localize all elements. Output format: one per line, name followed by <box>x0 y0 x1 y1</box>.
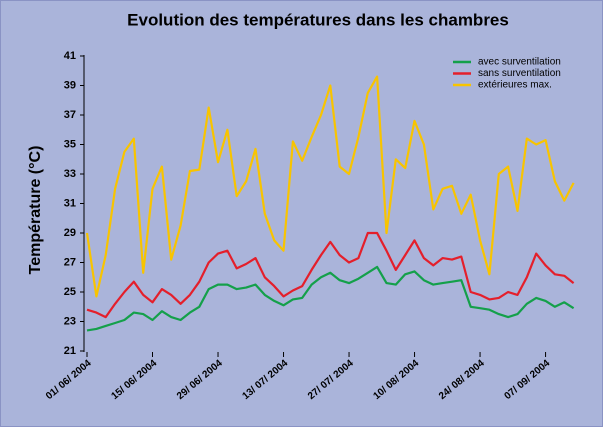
y-tick-label: 21 <box>64 345 76 357</box>
y-tick-label: 33 <box>64 168 76 180</box>
y-tick-label: 39 <box>64 79 76 91</box>
y-axis-label: Température (°C) <box>27 146 44 275</box>
legend-label: extérieures max. <box>478 80 552 91</box>
y-tick-label: 35 <box>64 138 76 150</box>
data-line <box>86 231 575 319</box>
y-tick-label: 25 <box>64 286 76 298</box>
y-tick-label: 23 <box>64 315 76 327</box>
data-line <box>85 75 575 298</box>
y-tick-label: 37 <box>64 109 76 121</box>
data-line <box>86 265 575 332</box>
y-tick-label: 41 <box>64 50 76 62</box>
y-tick-label: 31 <box>64 197 76 209</box>
legend-label: avec surventilation <box>478 57 561 68</box>
y-tick-label: 29 <box>64 227 76 239</box>
legend-label: sans surventilation <box>478 68 561 79</box>
chart-title: Evolution des températures dans les cham… <box>127 10 509 29</box>
y-tick-label: 27 <box>64 256 76 268</box>
